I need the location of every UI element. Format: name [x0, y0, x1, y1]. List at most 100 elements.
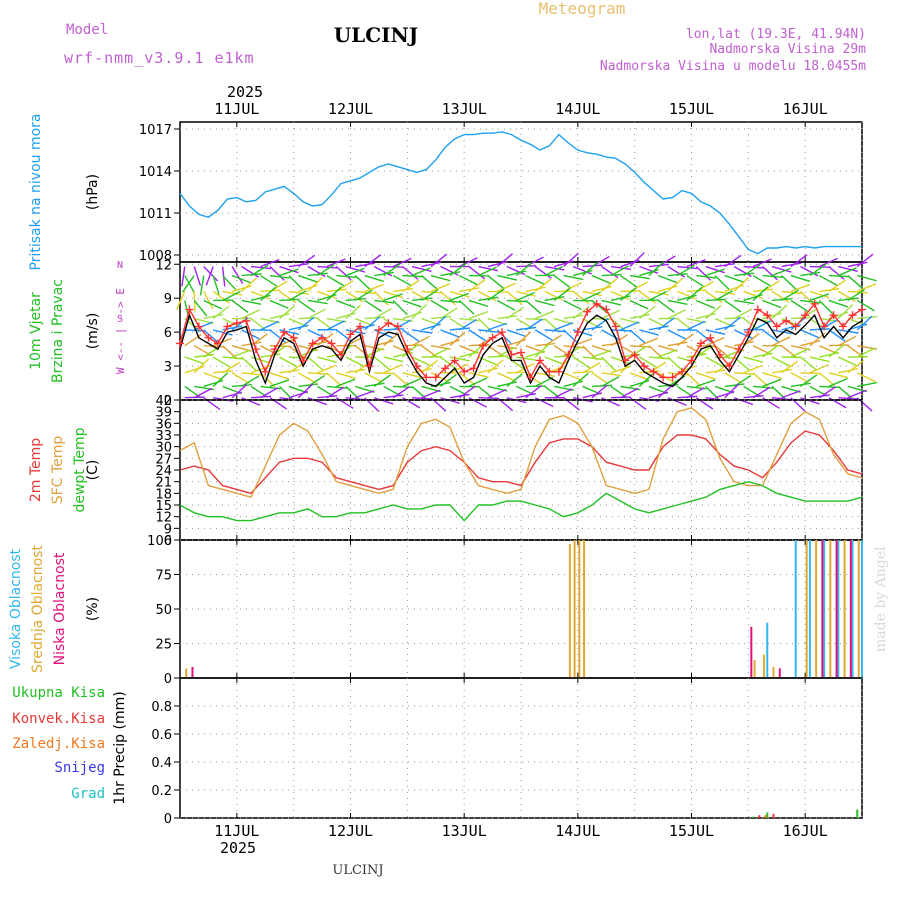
wind-barb — [298, 274, 318, 283]
station-title: ULCINJ — [334, 23, 419, 47]
wind-barb — [525, 286, 546, 293]
wind-barb — [478, 265, 499, 272]
wind-barb — [819, 351, 840, 358]
wind-barb — [856, 299, 875, 312]
y-tick-label: 18 — [155, 487, 172, 502]
gust-marker — [232, 319, 241, 328]
wind-barb — [857, 381, 878, 388]
wind-barb — [222, 290, 241, 302]
wind-barb — [733, 277, 749, 292]
wind-barb — [696, 313, 716, 320]
wind-barb — [534, 329, 553, 341]
credit-watermark: made by Angel — [873, 546, 889, 652]
wind-barb — [497, 315, 518, 320]
wind-barb — [629, 252, 645, 268]
wind-barb — [288, 290, 307, 302]
wind-barb — [676, 264, 695, 277]
wind-barb — [345, 368, 366, 374]
wind-barb — [658, 285, 678, 293]
gust-marker — [592, 299, 601, 308]
wind-barb — [468, 329, 487, 342]
gust-marker — [365, 362, 374, 371]
model-label: Model — [66, 22, 108, 38]
wind-barb — [629, 329, 646, 344]
wind-barb — [790, 283, 810, 293]
wind-barb — [383, 332, 400, 347]
gust-marker — [223, 322, 232, 331]
wind-barb — [411, 335, 431, 347]
wind-barb — [705, 336, 725, 347]
wind-barb — [459, 351, 479, 358]
wind-barb — [705, 369, 726, 374]
wind-barb — [686, 387, 705, 399]
wind-barb — [563, 282, 582, 293]
wind-barb — [241, 299, 262, 305]
wind-barb — [724, 254, 742, 268]
wind-barb — [639, 337, 659, 347]
wind-barb — [193, 266, 202, 286]
wind-barb — [497, 274, 517, 281]
wind-barb — [837, 385, 854, 401]
wind-barb — [828, 299, 848, 308]
gust-marker — [687, 356, 696, 365]
wind-barb — [828, 343, 845, 358]
wind-barb — [800, 299, 821, 304]
top-day-label: 14JUL — [555, 100, 600, 118]
arrow-legend-s: S — [117, 314, 123, 325]
wind-barb — [819, 274, 838, 286]
wind-barb — [610, 265, 629, 277]
wind-barb — [629, 372, 649, 381]
wind-barb — [762, 372, 782, 380]
wind-barb — [373, 265, 393, 277]
wind-barb — [497, 282, 516, 293]
wind-barb — [657, 317, 675, 331]
wind-barb — [411, 290, 430, 303]
wind-barb — [231, 349, 252, 358]
wind-barb — [819, 287, 840, 293]
wind-barb — [269, 313, 290, 320]
wind-barb — [563, 329, 579, 345]
wind-barb — [610, 295, 631, 302]
wind-barb — [809, 394, 830, 399]
wind-barb — [601, 278, 618, 292]
gust-marker — [602, 305, 611, 314]
wind-barb — [345, 267, 365, 277]
wind-barb — [610, 318, 627, 332]
wind-barb — [677, 294, 697, 302]
wind-barb — [184, 356, 204, 365]
gust-marker — [422, 373, 431, 382]
wind-barb — [326, 286, 342, 301]
wind-barb — [212, 372, 229, 387]
wind-barb — [800, 271, 821, 277]
wind-barb — [714, 275, 730, 291]
wind-barb — [203, 345, 221, 358]
wind-barb — [250, 265, 272, 270]
wind-barb — [430, 283, 450, 293]
wind-barb — [430, 315, 447, 331]
gust-marker — [403, 345, 412, 354]
y-tick-label: 50 — [155, 603, 172, 618]
wind-barb — [638, 290, 656, 304]
wind-barb — [715, 324, 735, 331]
wind-barb — [421, 359, 438, 374]
wind-barb — [715, 263, 736, 268]
gust-marker — [621, 356, 630, 365]
wind-barb — [411, 265, 432, 273]
wind-barb — [733, 374, 752, 388]
gust-marker — [649, 367, 658, 376]
wind-barb — [458, 372, 476, 386]
wind-barb — [525, 318, 543, 331]
wind-barb — [326, 386, 345, 399]
arrow-legend: W <-- | --> E — [114, 288, 127, 374]
wind-barb — [393, 287, 414, 293]
gust-marker — [678, 367, 687, 376]
wind-barb — [355, 290, 376, 295]
wind-barb — [657, 372, 676, 385]
wind-barb — [478, 296, 499, 302]
wind-barb — [582, 290, 603, 297]
wind-barb — [601, 356, 617, 372]
wind-barb — [781, 290, 802, 295]
wind-barb — [269, 379, 290, 388]
wind-barb — [478, 367, 498, 374]
gust-marker — [261, 367, 270, 376]
